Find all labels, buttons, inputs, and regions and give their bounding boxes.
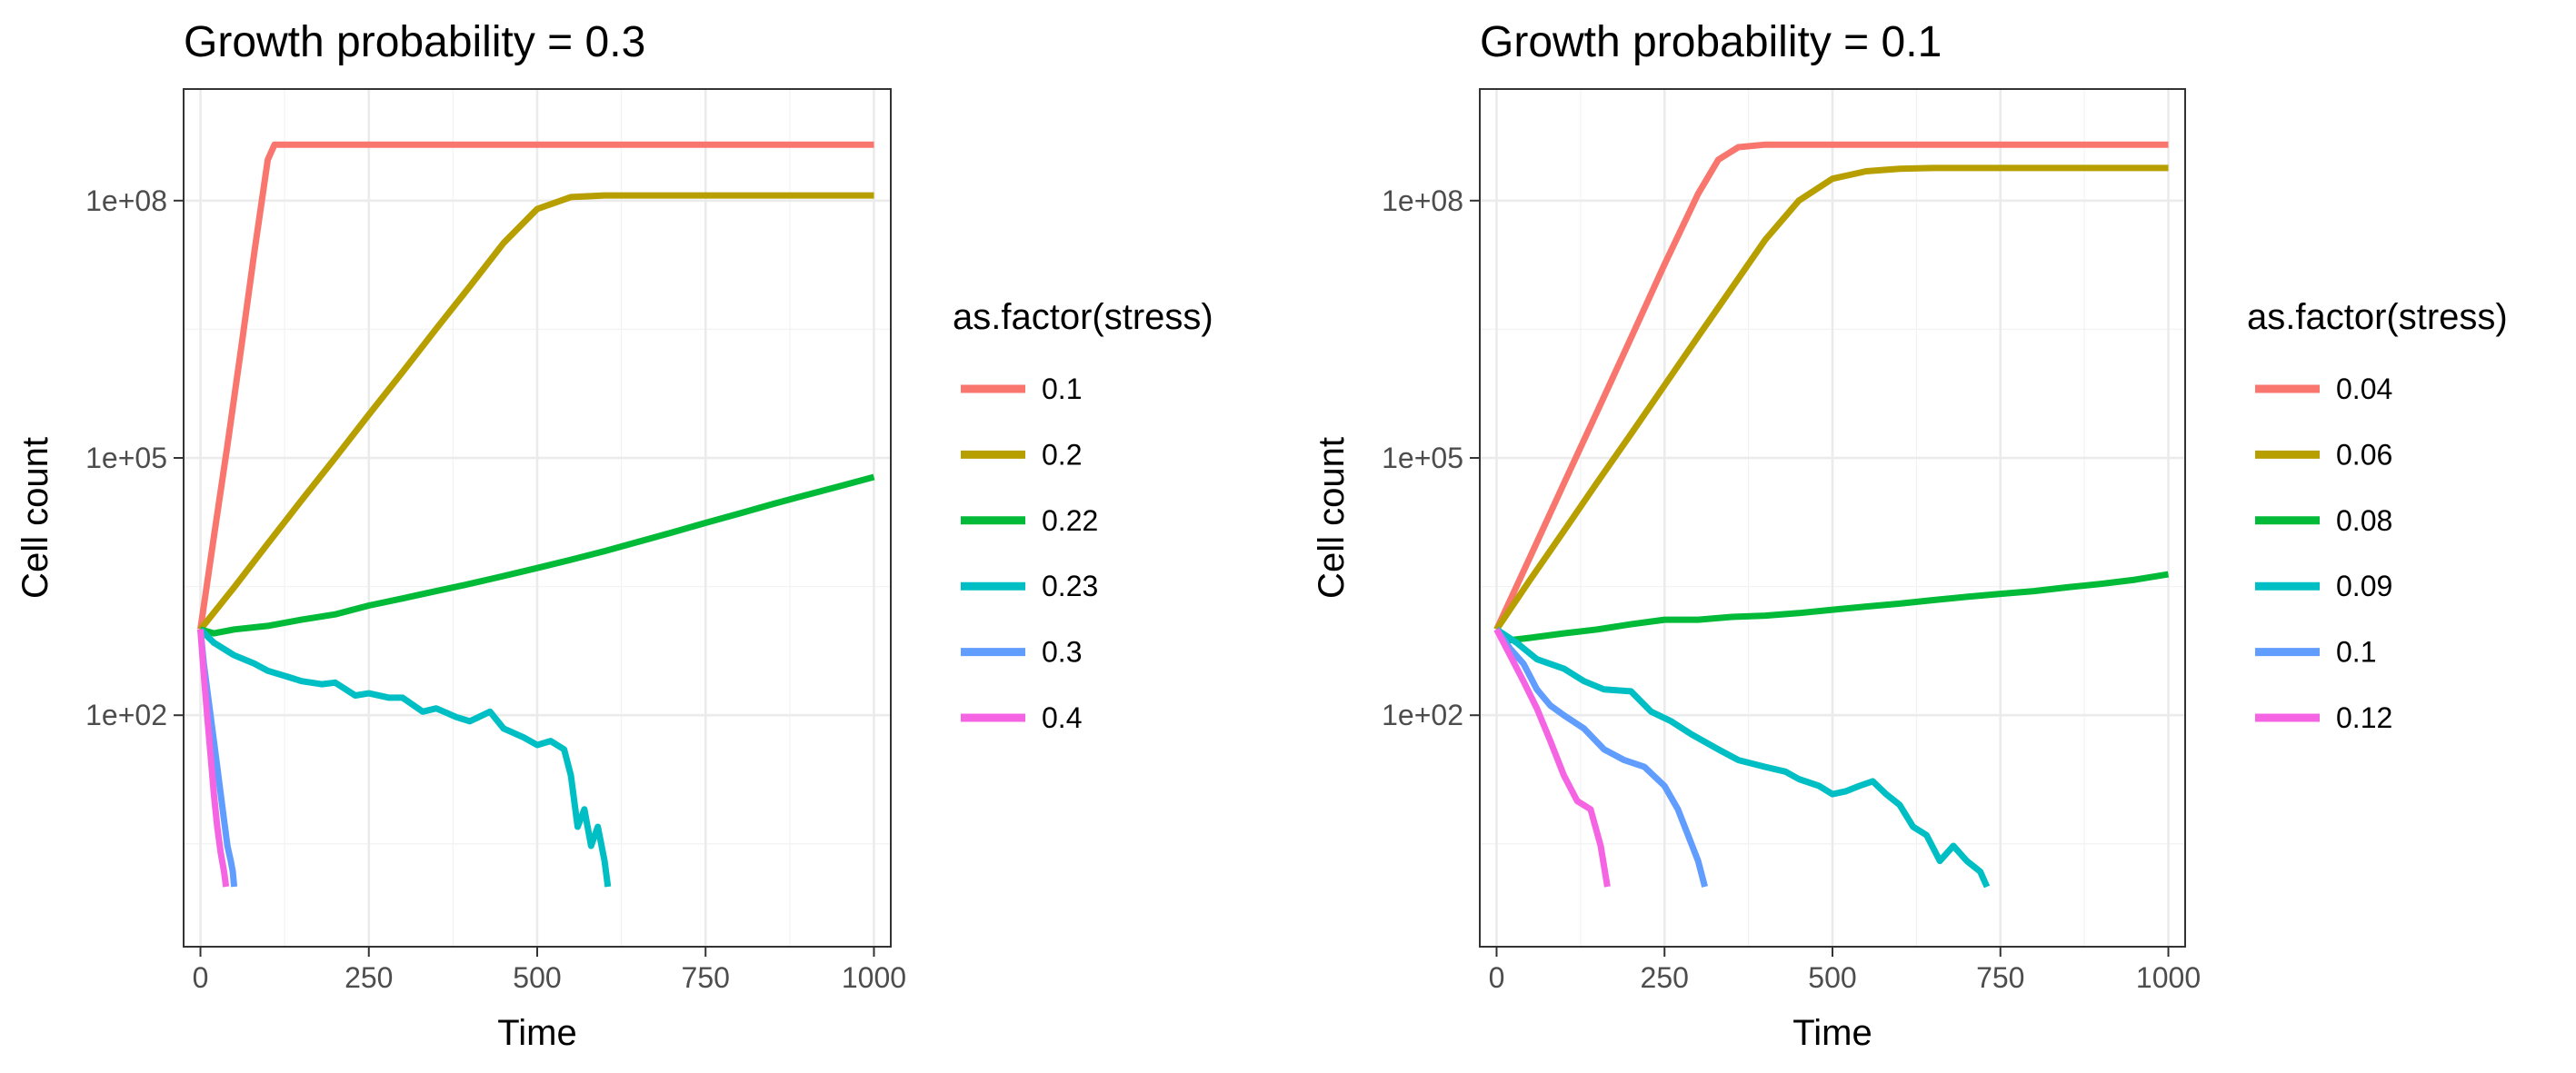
x-tick-label: 250	[1641, 961, 1689, 994]
series-line-0.1	[197, 141, 874, 631]
x-tick-label: 0	[193, 961, 209, 994]
legend-label: 0.1	[1042, 373, 1082, 405]
x-tick-label: 500	[1808, 961, 1856, 994]
legend: as.factor(stress) 0.04 0.06 0.08 0.09 0.1 0.12	[2247, 297, 2508, 734]
series-line-0.09	[1494, 626, 1991, 889]
legend-label: 0.4	[1042, 701, 1082, 734]
y-tick-label: 1e+08	[85, 184, 167, 217]
series-line-0.23	[198, 627, 612, 888]
series-line-0.08	[1494, 571, 2170, 644]
series-line-0.4	[197, 629, 230, 888]
x-tick-label: 750	[682, 961, 730, 994]
legend-label: 0.06	[2336, 438, 2392, 471]
y-tick-label: 1e+05	[85, 442, 167, 474]
x-tick-label: 250	[344, 961, 393, 994]
legend-label: 0.04	[2336, 373, 2392, 405]
legend-label: 0.08	[2336, 504, 2392, 537]
plot-growth-0.1: Growth probability = 0.1 0 250 500 750 1000 1e…	[1312, 18, 2508, 1053]
series-group	[1493, 141, 2170, 889]
legend-label: 0.1	[2336, 636, 2376, 669]
y-tick-label: 1e+02	[1382, 699, 1463, 731]
x-tick-label: 0	[1489, 961, 1505, 994]
y-axis-title: Cell count	[1312, 437, 1352, 599]
x-tick-label: 1000	[2136, 961, 2201, 994]
legend-title: as.factor(stress)	[2247, 297, 2508, 337]
x-tick-label: 750	[1976, 961, 2024, 994]
legend-label: 0.12	[2336, 701, 2392, 734]
legend-title: as.factor(stress)	[953, 297, 1213, 337]
series-line-0.22	[199, 473, 875, 637]
x-tick-label: 500	[513, 961, 561, 994]
chart-title: Growth probability = 0.3	[184, 18, 645, 66]
x-axis-title: Time	[1792, 1013, 1872, 1053]
chart-title: Growth probability = 0.1	[1480, 18, 1942, 66]
series-line-0.04	[1493, 141, 2169, 631]
series-group	[197, 141, 875, 888]
legend-label: 0.23	[1042, 570, 1098, 602]
series-line-0.2	[197, 192, 874, 631]
y-tick-label: 1e+08	[1382, 184, 1463, 217]
series-line-0.1	[1493, 627, 1708, 888]
y-axis-title: Cell count	[15, 437, 55, 599]
legend: as.factor(stress) 0.1 0.2 0.22 0.23 0.3 0.4	[953, 297, 1213, 734]
x-axis-title: Time	[497, 1013, 576, 1053]
grid	[184, 89, 891, 947]
legend-label: 0.3	[1042, 636, 1082, 669]
legend-label: 0.2	[1042, 438, 1082, 471]
series-line-0.06	[1493, 164, 2169, 631]
legend-label: 0.09	[2336, 570, 2392, 602]
y-tick-label: 1e+02	[85, 699, 167, 731]
legend-label: 0.22	[1042, 504, 1098, 537]
series-line-0.12	[1493, 628, 1611, 888]
plot-growth-0.3: Growth probability = 0.3 0 250 500 750 1000 1e…	[15, 18, 1213, 1053]
x-tick-label: 1000	[842, 961, 906, 994]
y-tick-label: 1e+05	[1382, 442, 1463, 474]
grid	[1480, 89, 2185, 947]
